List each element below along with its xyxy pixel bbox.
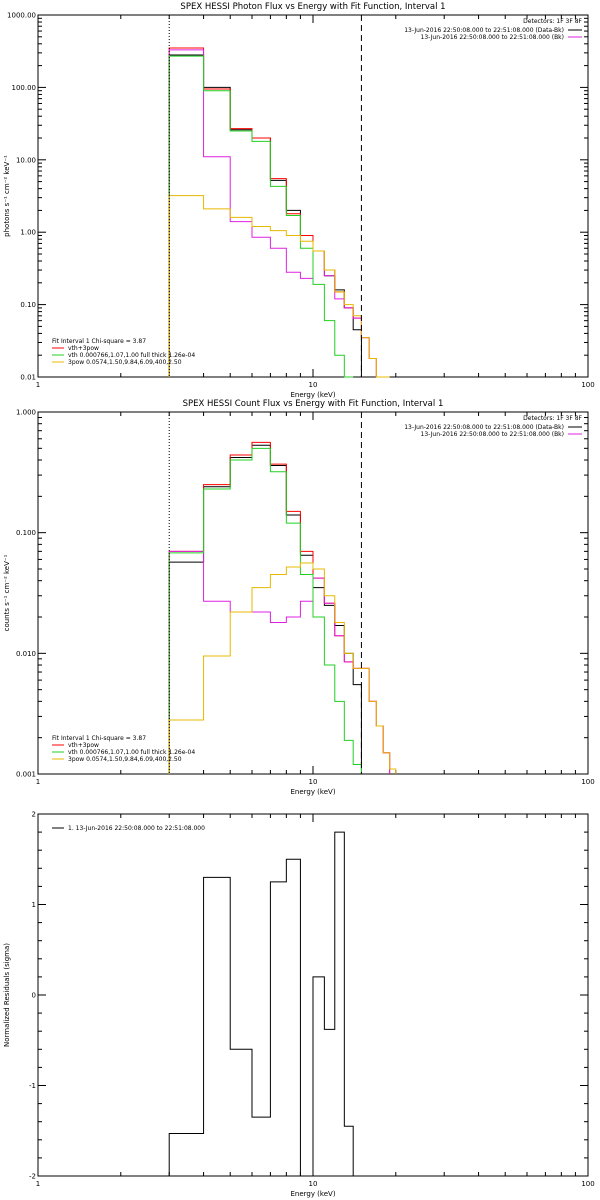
y-tick-label: 1.00: [20, 229, 36, 237]
x-tick-label: 10: [309, 778, 318, 786]
plot-frame: [37, 14, 589, 378]
y-tick-label: 0.01: [20, 374, 36, 382]
series-2-line: [168, 441, 391, 774]
y-tick-label: 1.000: [16, 409, 36, 417]
legend-entry-label: vth 0.000766,1.07,1.00 full thick 1.26e-…: [68, 352, 195, 359]
x-tick-label: 100: [581, 1180, 594, 1188]
y-tick-label: 1000.00: [7, 12, 36, 20]
legend-entry-label: 13-Jun-2016 22:50:08.000 to 22:51:08.000…: [404, 27, 564, 34]
y-tick-label: 0.001: [16, 771, 36, 779]
y-tick-label: 0.10: [20, 301, 36, 309]
chart-title: SPEX HESSI Count Flux vs Energy with Fit…: [183, 399, 444, 409]
chart-panel-3: 1 10 100 -2 -1 0 1 2 Energy (keV) Normalized Resi…: [3, 811, 595, 1199]
y-tick-label: 2: [32, 811, 36, 819]
series-4-line: [168, 55, 354, 378]
legend-entry-label: 13-Jun-2016 22:50:08.000 to 22:51:08.000…: [421, 431, 564, 438]
legend-fit-header: Fit Interval 1 Chi-square = 3.87: [52, 735, 146, 742]
legend-entry-label: 1. 13-Jun-2016 22:50:08.000 to 22:51:08.…: [68, 825, 205, 832]
legend-entry-label: vth+3pow: [68, 742, 99, 749]
x-tick-label: 1: [36, 1180, 40, 1188]
y-tick-label: 1: [32, 901, 36, 909]
chart-panel-1: SPEX HESSI Photon Flux vs Energy with Fi…: [3, 2, 595, 399]
x-axis-label: Energy (keV): [290, 788, 335, 796]
x-tick-label: 1: [36, 381, 40, 389]
chart-title: SPEX HESSI Photon Flux vs Energy with Fi…: [180, 2, 445, 12]
legend-entry-label: 3pow 0.0574,1.50,9.84,6.09,400,2.50: [68, 359, 182, 366]
legend-detectors: Detectors: 1F 3F 8F: [523, 415, 582, 422]
y-tick-label: -2: [29, 1173, 36, 1181]
x-tick-label: 100: [581, 778, 594, 786]
legend-entry-label: 3pow 0.0574,1.50,9.84,6.09,400,2.50: [68, 756, 182, 763]
y-tick-label: 100.00: [12, 84, 37, 92]
y-tick-label: -1: [29, 1082, 36, 1090]
series-1-line: [168, 444, 362, 774]
series-3-line: [168, 49, 384, 378]
y-axis-label: Normalized Residuals (sigma): [3, 943, 11, 1047]
y-axis-label: counts s⁻¹ cm⁻² keV⁻¹: [3, 554, 11, 631]
x-axis-label: Energy (keV): [290, 1190, 335, 1198]
y-tick-label: 0.010: [16, 650, 36, 658]
legend-fit-header: Fit Interval 1 Chi-square = 3.87: [52, 338, 146, 345]
series-2-line: [168, 47, 384, 378]
series-5-line: [168, 562, 397, 774]
series-1-line: [168, 54, 362, 377]
y-tick-label: 10.00: [16, 156, 36, 164]
series-1-line: [168, 831, 354, 1177]
legend-entry-label: vth+3pow: [68, 345, 99, 352]
y-axis-label: photons s⁻¹ cm⁻² keV⁻¹: [3, 155, 11, 237]
series-5-line: [168, 195, 390, 378]
x-tick-label: 1: [36, 778, 40, 786]
legend-entry-label: vth 0.000766,1.07,1.00 full thick 1.26e-…: [68, 749, 195, 756]
legend-entry-label: 13-Jun-2016 22:50:08.000 to 22:51:08.000…: [404, 424, 564, 431]
series-3-line: [168, 550, 391, 774]
y-tick-label: 0.100: [16, 529, 36, 537]
x-tick-label: 10: [309, 1180, 318, 1188]
x-axis-label: Energy (keV): [290, 391, 335, 399]
y-tick-label: 0: [32, 992, 36, 1000]
legend-detectors: Detectors: 1F 3F 8F: [523, 18, 582, 25]
series-4-line: [168, 447, 362, 774]
legend-entry-label: 13-Jun-2016 22:50:08.000 to 22:51:08.000…: [421, 34, 564, 41]
x-tick-label: 10: [309, 381, 318, 389]
chart-panel-2: SPEX HESSI Count Flux vs Energy with Fit…: [3, 399, 595, 796]
x-tick-label: 100: [581, 381, 594, 389]
